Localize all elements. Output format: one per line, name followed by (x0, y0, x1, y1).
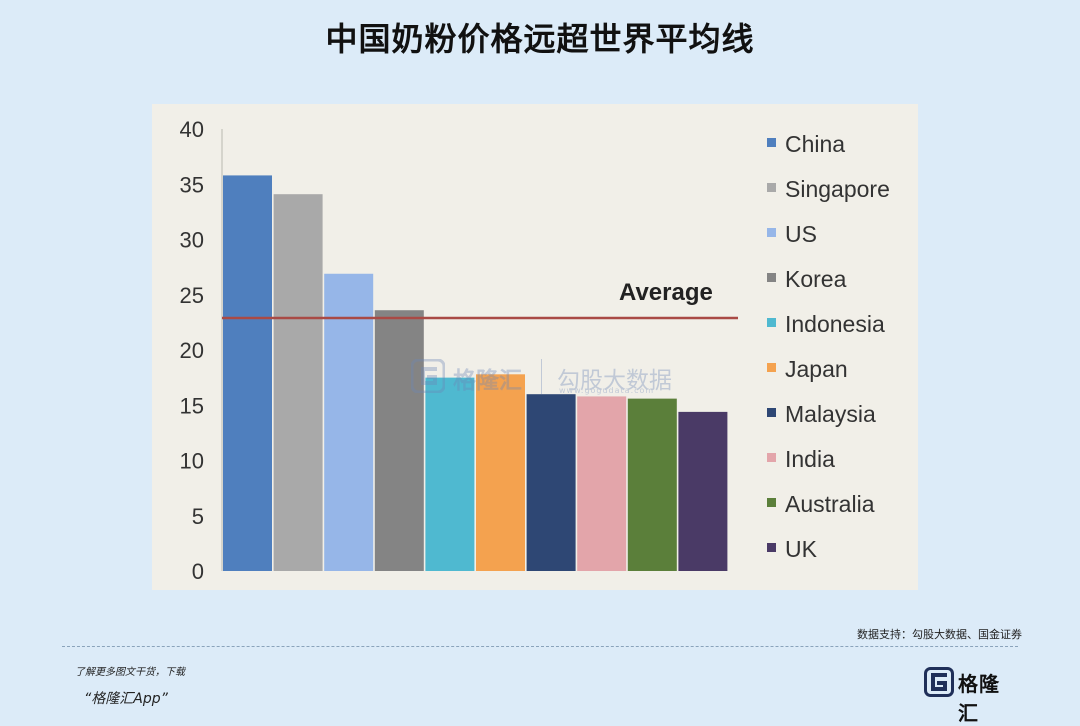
y-tick-label: 40 (180, 117, 204, 142)
legend-swatch (767, 138, 776, 147)
average-label: Average (619, 279, 713, 306)
bar-australia (627, 398, 677, 571)
legend-swatch (767, 543, 776, 552)
y-tick-label: 0 (192, 559, 204, 584)
y-tick-label: 10 (180, 449, 204, 474)
bar-korea (374, 310, 424, 571)
footer-app-text: “格隆汇App” (84, 691, 168, 707)
chart-panel: 0 5 10 15 20 25 30 35 40 Average China Singapore US K… (152, 104, 918, 590)
bar-singapore (273, 194, 323, 571)
bar-india (577, 396, 627, 571)
legend-swatch (767, 318, 776, 327)
legend-swatch (767, 453, 776, 462)
bar-malaysia (526, 394, 576, 571)
legend-label: Australia (785, 491, 875, 517)
legend-swatch (767, 498, 776, 507)
y-tick-label: 20 (180, 338, 204, 363)
brand-name: 格隆汇 (958, 672, 1000, 725)
legend-label: China (785, 131, 845, 157)
y-tick-label: 35 (180, 172, 204, 197)
legend-swatch (767, 183, 776, 192)
y-tick-label: 15 (180, 393, 204, 418)
legend-swatch (767, 363, 776, 372)
legend-label: Singapore (785, 176, 890, 202)
bar-chart: 0 5 10 15 20 25 30 35 40 Average China Singapore US K… (180, 117, 890, 584)
y-tick-label: 30 (180, 228, 204, 253)
y-tick-label: 25 (180, 283, 204, 308)
legend-label: Korea (785, 266, 847, 292)
legend-label: US (785, 221, 817, 247)
divider-line (62, 646, 1018, 647)
legend-swatch (767, 228, 776, 237)
legend-label: India (785, 446, 835, 472)
legend-swatch (767, 273, 776, 282)
bar-japan (476, 374, 525, 571)
legend-label: Malaysia (785, 401, 876, 427)
legend-label: UK (785, 536, 818, 562)
legend-swatch (767, 408, 776, 417)
bar-us (324, 273, 374, 571)
source-text: 数据支持：勾股大数据、国金证券 (857, 628, 1022, 641)
legend-label: Indonesia (785, 311, 885, 337)
bar-indonesia (425, 377, 475, 571)
bar-china (223, 175, 272, 571)
brand-logo: 格隆汇 (924, 667, 1019, 725)
y-tick-label: 5 (192, 504, 204, 529)
chart-title: 中国奶粉价格远超世界平均线 (325, 20, 755, 58)
g-logo-icon (924, 667, 954, 697)
bar-uk (678, 411, 728, 571)
legend-label: Japan (785, 356, 848, 382)
footer-text: 了解更多图文干货，下载 (75, 667, 185, 678)
